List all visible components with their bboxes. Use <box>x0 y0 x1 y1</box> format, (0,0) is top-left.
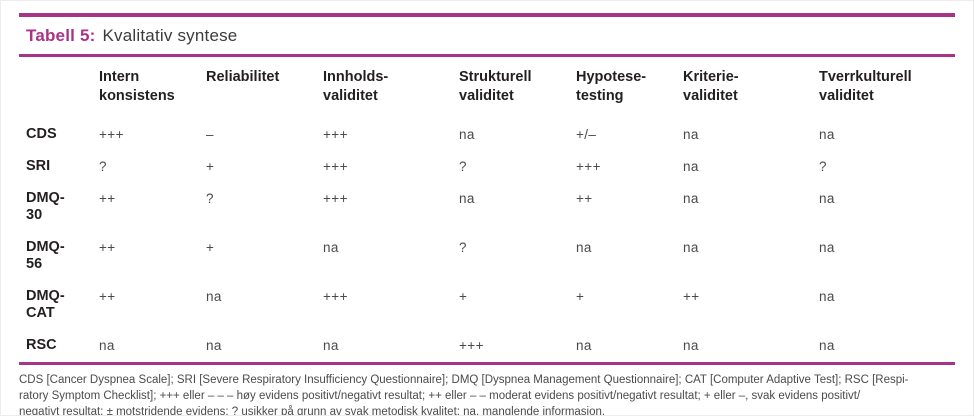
rating-cell: +++ <box>459 338 484 353</box>
rating-cell: na <box>99 338 115 353</box>
rating-cell: na <box>819 191 835 206</box>
rating-cell: ? <box>819 159 827 174</box>
rating-cell: + <box>576 289 585 304</box>
rating-cell: na <box>206 338 222 353</box>
column-header: Innholds- validitet <box>323 69 389 104</box>
rating-cell: +++ <box>99 127 124 142</box>
rating-cell: na <box>683 191 699 206</box>
row-label: CDS <box>26 126 57 142</box>
corner-cell <box>19 68 99 119</box>
rating-cell: +++ <box>323 159 348 174</box>
footer-rule <box>19 362 955 365</box>
rating-cell: ? <box>206 191 214 206</box>
rating-cell: ++ <box>99 289 116 304</box>
rating-cell: na <box>683 338 699 353</box>
rating-cell: na <box>683 240 699 255</box>
rating-cell: ? <box>459 240 467 255</box>
rating-cell: ++ <box>99 240 116 255</box>
rating-cell: na <box>683 159 699 174</box>
rating-cell: +++ <box>323 289 348 304</box>
rating-cell: ? <box>459 159 467 174</box>
table-footnote: CDS [Cancer Dyspnea Scale]; SRI [Severe … <box>19 372 955 416</box>
column-header: Strukturell validitet <box>459 69 532 104</box>
rating-cell: ++ <box>99 191 116 206</box>
column-header: Reliabilitet <box>206 69 280 85</box>
rating-cell: na <box>819 289 835 304</box>
rating-cell: +++ <box>323 127 348 142</box>
synthesis-table: Intern konsistens Reliabilitet Innholds- v… <box>19 57 955 362</box>
rating-cell: ++ <box>576 191 593 206</box>
table-caption: Kvalitativ syntese <box>102 26 238 45</box>
rating-cell: na <box>459 191 475 206</box>
rating-cell: + <box>206 240 215 255</box>
rating-cell: na <box>323 338 339 353</box>
column-header: Intern konsistens <box>99 69 175 104</box>
rating-cell: +++ <box>323 191 348 206</box>
rating-cell: na <box>576 338 592 353</box>
rating-cell: ? <box>99 159 107 174</box>
top-rule <box>19 13 955 17</box>
rating-cell: +++ <box>576 159 601 174</box>
row-label: RSC <box>26 337 57 353</box>
rating-cell: na <box>323 240 339 255</box>
column-header: Tverrkulturell validitet <box>819 69 912 104</box>
rating-cell: na <box>683 127 699 142</box>
footnote-line: CDS [Cancer Dyspnea Scale]; SRI [Severe … <box>19 374 909 386</box>
header-rule <box>19 54 955 57</box>
rating-cell: +/– <box>576 127 597 142</box>
rating-cell: na <box>459 127 475 142</box>
rating-cell: + <box>206 159 215 174</box>
rating-cell: na <box>576 240 592 255</box>
table-title: Tabell 5: Kvalitativ syntese <box>1 17 973 54</box>
rating-cell: na <box>206 289 222 304</box>
rating-cell: – <box>206 127 214 142</box>
footnote-line: negativt resultat; ± motstridende eviden… <box>19 406 606 416</box>
row-label: DMQ- 56 <box>26 239 65 272</box>
rating-cell: na <box>819 240 835 255</box>
table-number: Tabell 5: <box>26 26 96 45</box>
rating-cell: + <box>459 289 468 304</box>
column-header: Hypotese- testing <box>576 69 647 104</box>
column-header: Kriterie- validitet <box>683 69 739 104</box>
rating-cell: ++ <box>683 289 700 304</box>
row-label: DMQ- 30 <box>26 190 65 223</box>
row-label: SRI <box>26 158 51 174</box>
rating-cell: na <box>819 338 835 353</box>
rating-cell: na <box>819 127 835 142</box>
row-label: DMQ- CAT <box>26 288 65 321</box>
footnote-line: ratory Symptom Checklist]; +++ eller – –… <box>19 390 861 402</box>
